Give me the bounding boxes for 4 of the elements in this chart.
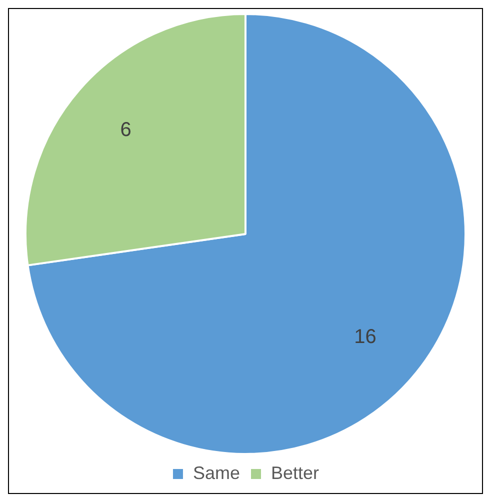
data-label: 16 (354, 326, 376, 348)
legend-label: Same (192, 462, 240, 483)
data-label: 6 (120, 118, 132, 141)
legend-label: Better (271, 462, 320, 483)
